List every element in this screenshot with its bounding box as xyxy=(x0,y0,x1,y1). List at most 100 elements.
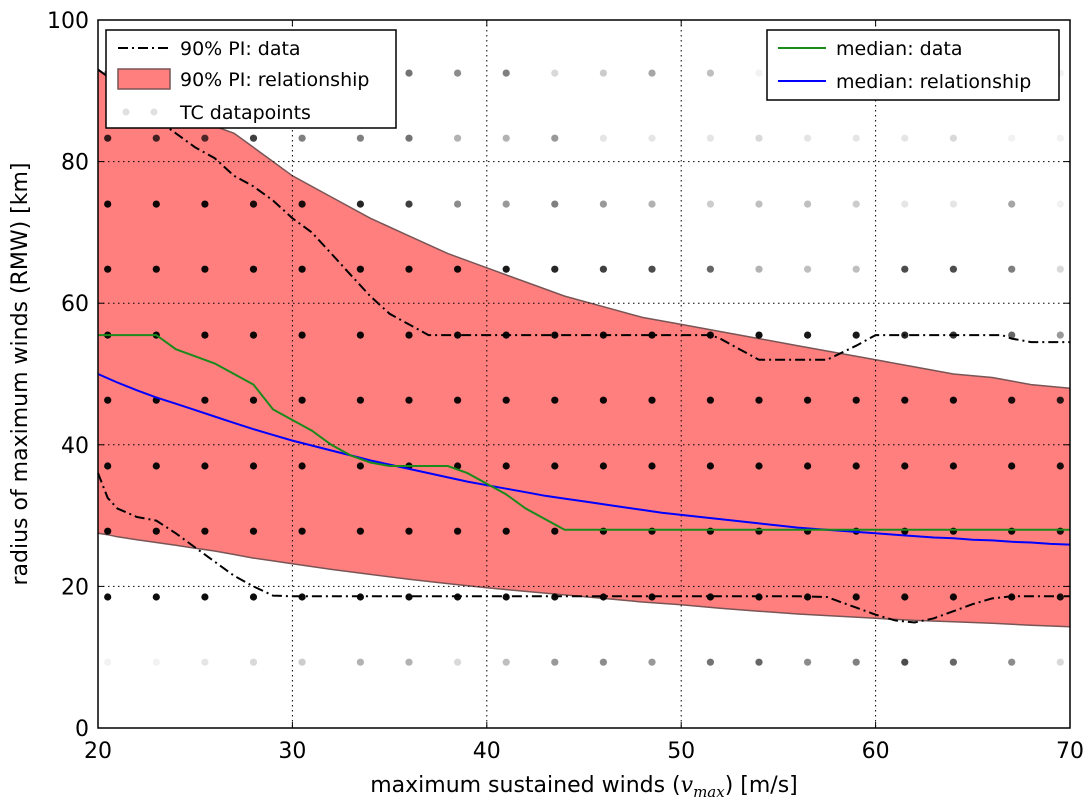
tc-datapoint xyxy=(901,396,909,404)
tc-datapoint xyxy=(201,265,209,273)
legend-top-left: 90% PI: data 90% PI: relationship TC dat… xyxy=(105,29,397,129)
tc-datapoint xyxy=(502,69,510,77)
tc-datapoint xyxy=(949,396,958,404)
tc-datapoint xyxy=(454,265,462,273)
tc-datapoint xyxy=(502,134,510,142)
tc-datapoint xyxy=(1056,462,1064,470)
tc-datapoint xyxy=(599,396,608,404)
y-tick-label: 0 xyxy=(75,717,89,742)
median-relationship-line xyxy=(97,373,1071,546)
tc-datapoint xyxy=(201,331,209,339)
tc-datapoint xyxy=(551,462,559,470)
tc-datapoint xyxy=(599,593,608,601)
tc-datapoint xyxy=(152,658,160,666)
tc-datapoint xyxy=(1008,265,1016,273)
y-tick-label: 20 xyxy=(61,575,89,600)
tc-datapoint xyxy=(755,69,763,77)
tc-datapoint xyxy=(901,462,909,470)
tc-datapoint xyxy=(852,462,860,470)
tc-datapoint xyxy=(599,69,608,77)
tc-datapoint xyxy=(949,462,958,470)
tc-datapoint xyxy=(356,331,364,339)
tc-datapoint xyxy=(852,658,860,666)
tc-datapoint xyxy=(104,658,112,666)
tc-datapoint xyxy=(249,200,258,208)
tc-datapoint xyxy=(755,200,763,208)
tc-datapoint xyxy=(405,658,413,666)
tc-datapoint xyxy=(599,462,608,470)
tc-datapoint xyxy=(298,593,306,601)
tc-datapoint xyxy=(502,658,510,666)
tc-datapoint xyxy=(249,396,258,404)
tc-datapoint xyxy=(298,265,306,273)
tc-datapoint xyxy=(405,265,413,273)
legend-median-data-label: median: data xyxy=(836,38,962,60)
tc-datapoint xyxy=(1008,134,1016,142)
legend-median-relationship-label: median: relationship xyxy=(836,71,1031,93)
x-axis-label: maximum sustained winds (vmax) [m/s] xyxy=(370,773,798,801)
tc-datapoint xyxy=(152,200,160,208)
tc-datapoint xyxy=(298,396,306,404)
tc-datapoint xyxy=(648,462,656,470)
tc-datapoint xyxy=(755,396,763,404)
tc-datapoint xyxy=(356,527,364,535)
tc-datapoint xyxy=(599,265,608,273)
tc-datapoint xyxy=(1008,396,1016,404)
tc-datapoint xyxy=(502,462,510,470)
tc-datapoint xyxy=(852,200,860,208)
tc-datapoint xyxy=(249,593,258,601)
x-tick-label: 20 xyxy=(84,739,112,764)
tc-datapoint xyxy=(901,200,909,208)
tc-datapoint xyxy=(298,134,306,142)
tc-datapoint xyxy=(405,396,413,404)
tc-datapoint xyxy=(405,134,413,142)
tc-datapoint xyxy=(152,134,160,142)
y-tick-label: 40 xyxy=(61,434,89,459)
tc-datapoint xyxy=(298,331,306,339)
tc-datapoint xyxy=(104,593,112,601)
series-lines-layer xyxy=(97,68,1071,624)
tc-datapoint xyxy=(648,658,656,666)
y-tick-label: 100 xyxy=(47,9,89,34)
tc-datapoint xyxy=(804,396,812,404)
tc-datapoint xyxy=(755,134,763,142)
tc-datapoint xyxy=(852,593,860,601)
tc-datapoint xyxy=(648,200,656,208)
x-axis-label-prefix: maximum sustained winds ( xyxy=(370,773,680,798)
tc-datapoint xyxy=(249,527,258,535)
tc-datapoint xyxy=(356,396,364,404)
tc-datapoint xyxy=(201,527,209,535)
legend-top-right: median: data median: relationship xyxy=(766,29,1060,101)
tc-datapoint xyxy=(949,658,958,666)
legend-point-swatch-1 xyxy=(122,108,130,116)
tc-datapoint xyxy=(502,200,510,208)
tc-datapoints-layer xyxy=(104,69,1064,666)
x-tick-label: 60 xyxy=(862,739,890,764)
tc-datapoint xyxy=(755,265,763,273)
tc-datapoint xyxy=(755,658,763,666)
tc-datapoint xyxy=(1008,658,1016,666)
tc-datapoint xyxy=(104,200,112,208)
tc-datapoint xyxy=(706,593,715,601)
y-tick-label: 60 xyxy=(61,292,89,317)
x-tick-label: 40 xyxy=(473,739,501,764)
tc-datapoint xyxy=(901,265,909,273)
tc-datapoint xyxy=(706,658,715,666)
tc-datapoint xyxy=(852,331,860,339)
tc-datapoint xyxy=(454,69,462,77)
tc-datapoint xyxy=(201,396,209,404)
tc-datapoint xyxy=(551,331,559,339)
tc-datapoint xyxy=(201,134,209,142)
tc-datapoint xyxy=(454,527,462,535)
tc-datapoint xyxy=(454,134,462,142)
legend-point-swatch-2 xyxy=(150,108,158,116)
tc-datapoint xyxy=(356,134,364,142)
tc-datapoint xyxy=(356,200,364,208)
tc-datapoint xyxy=(648,265,656,273)
tc-datapoint xyxy=(949,134,958,142)
tc-datapoint xyxy=(405,331,413,339)
tc-datapoint xyxy=(1056,593,1064,601)
tc-datapoint xyxy=(804,462,812,470)
tc-datapoint xyxy=(551,200,559,208)
pi-relationship-lower-edge xyxy=(97,532,1071,628)
